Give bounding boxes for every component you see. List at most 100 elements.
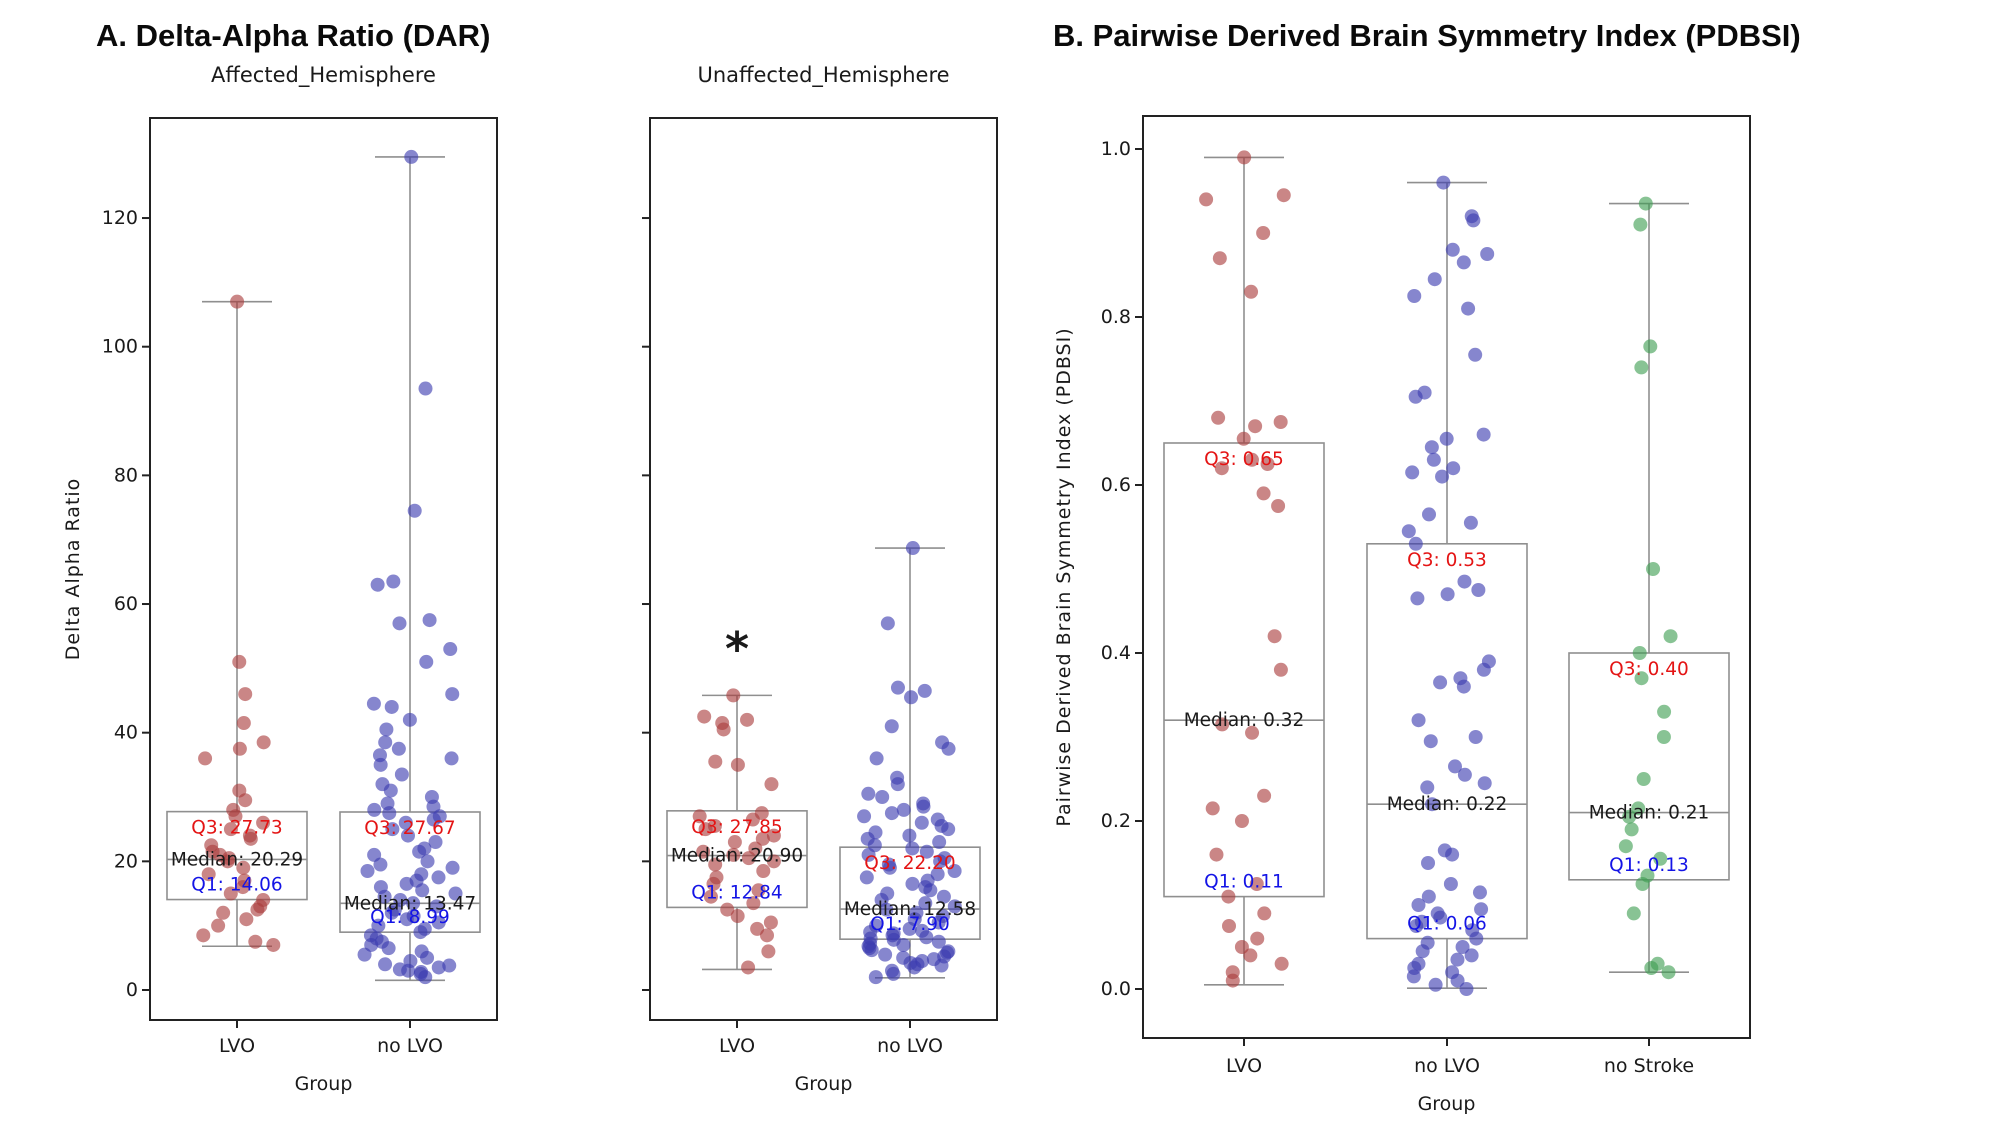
data-point [1477,776,1492,791]
data-point [1644,961,1659,975]
data-point [239,912,254,927]
data-point [902,828,917,843]
data-point [431,915,446,930]
data-point [896,937,911,952]
data-point [875,790,890,805]
data-point [1439,431,1454,446]
data-point [422,613,437,628]
data-point [1209,847,1224,862]
data-point [1466,213,1481,228]
data-point [1256,226,1271,240]
data-point [442,958,457,973]
q1-annotation: Q1: 14.06 [191,875,282,896]
median-annotation: Median: 0.32 [1184,710,1305,731]
data-point [741,851,756,866]
data-point [407,503,422,518]
data-point [716,722,731,737]
data-point [918,896,933,911]
data-point [392,616,407,631]
data-point [1433,675,1448,690]
data-point [1273,662,1288,677]
data-point [429,899,444,914]
data-point [248,934,263,949]
data-point [1428,977,1443,992]
data-point [1463,515,1478,530]
data-point [1472,885,1487,900]
data-point [1267,629,1282,644]
data-point [1420,780,1435,795]
data-point [879,902,894,917]
data-point [947,899,962,914]
q1-annotation: Q1: 0.11 [1204,872,1284,893]
data-point [1663,629,1678,644]
data-point [1657,704,1672,719]
data-point [1618,839,1633,854]
data-point [902,921,917,936]
data-point [1215,717,1230,732]
data-point [391,741,406,756]
q3-annotation: Q3: 0.53 [1407,550,1487,571]
data-point [919,930,934,945]
data-point [1446,461,1461,476]
data-point [379,722,394,737]
data-point [385,822,400,837]
data-point [236,716,251,731]
x-category-label: no Stroke [1604,1055,1694,1077]
data-point [367,802,382,817]
y-tick-label: 80 [114,464,138,486]
x-axis-label: Group [795,1073,853,1095]
q3-annotation: Q3: 0.65 [1204,449,1284,470]
data-point [232,654,247,669]
data-point [235,880,250,895]
q3-annotation: Q3: 27.67 [364,818,455,839]
data-point [1450,952,1465,967]
data-point [415,883,430,898]
subplot-title: Affected_Hemisphere [211,63,436,88]
data-point [378,735,393,750]
data-point [431,960,446,975]
data-point [1405,465,1420,480]
y-tick-label: 0 [126,979,138,1001]
y-tick-label: 60 [114,593,138,615]
data-point [420,854,435,869]
data-point [1250,931,1265,946]
q1-annotation: Q1: 7.90 [870,914,950,935]
data-point [386,574,401,589]
data-point [370,577,385,592]
data-point [1461,301,1476,316]
data-point [1248,419,1263,434]
data-point [418,381,433,396]
data-point [398,815,413,830]
data-point [1257,906,1272,921]
data-point [905,876,920,891]
data-point [1635,877,1650,891]
data-point [256,735,271,750]
x-category-label: no LVO [877,1035,943,1057]
data-point [236,860,251,875]
data-point [884,806,899,821]
data-point [706,876,721,891]
data-point [1636,772,1651,786]
q1-annotation: Q1: 12.84 [691,882,782,903]
data-point [941,741,956,756]
y-tick-label: 0.2 [1101,810,1131,832]
data-point [696,844,711,859]
median-annotation: Median: 13.47 [344,893,476,914]
data-point [382,806,397,821]
data-point [1245,725,1260,740]
q3-annotation: Q3: 27.85 [691,817,782,838]
x-category-label: LVO [719,1035,755,1057]
data-point [890,680,905,695]
data-point [751,883,766,898]
data-point [917,683,932,698]
data-point [426,812,441,827]
data-point [394,767,409,782]
data-point [1480,247,1495,261]
x-axis-label: Group [1418,1093,1476,1115]
box [1163,442,1325,898]
data-point [1468,347,1483,362]
data-point [1211,410,1226,425]
data-point [730,757,745,772]
data-point [1222,919,1237,933]
data-point [919,844,934,859]
